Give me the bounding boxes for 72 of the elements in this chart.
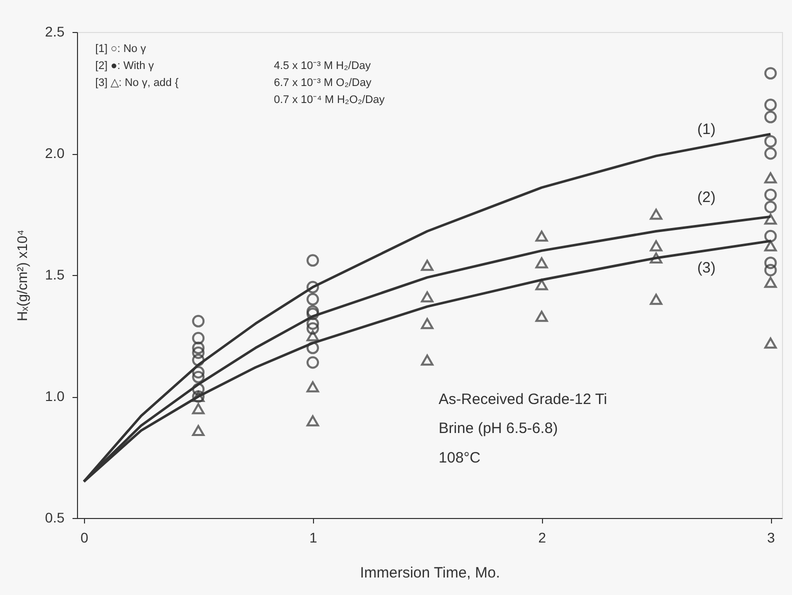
point [192,354,205,366]
annotation: Brine (pH 6.5-6.8) [438,420,558,438]
point [764,135,777,148]
annotation: 108°C [438,449,481,466]
point [764,147,777,160]
point [306,254,320,267]
point [306,317,320,330]
point [306,308,320,320]
point [764,214,777,225]
y-tick-label: 0.5 [45,510,65,526]
point [306,342,320,354]
point [192,366,205,378]
point [650,208,662,220]
point [306,415,320,426]
point [192,424,205,436]
x-tick-label: 2 [538,530,546,546]
point [420,291,434,302]
annotation: [2] ●: With γ [95,60,154,72]
x-axis-title: Immersion Time, Mo. [360,564,500,582]
point [306,293,320,306]
point [192,370,205,384]
point [764,264,777,276]
point [306,280,320,294]
annotation: 0.7 x 10⁻⁴ M H₂O₂/Day [274,94,386,106]
y-tick-label: 1.5 [45,266,65,282]
annotation: [1] ○: No γ [95,43,146,56]
point [764,230,777,242]
x-tick-label: 3 [767,530,776,546]
point [764,98,777,112]
annotation: (3) [697,260,716,277]
point [306,322,320,335]
y-tick-label: 2.5 [45,24,65,40]
x-tick-label: 1 [309,530,318,546]
point [764,240,777,252]
annotation: (1) [697,121,716,138]
point [650,252,662,264]
point [192,382,205,396]
point [764,338,777,349]
point [420,318,434,330]
x-tick-label: 0 [80,530,88,546]
point [535,310,548,322]
point [535,230,548,242]
point [192,403,205,414]
point [535,279,548,290]
point [764,172,777,184]
y-tick-label: 2.0 [45,145,65,161]
point [764,276,777,288]
y-tick-label: 1.0 [45,388,65,404]
point [650,240,662,252]
point [764,200,777,214]
point [192,332,205,344]
point [306,305,320,318]
annotation: 6.7 x 10⁻³ M O₂/Day [274,77,372,90]
point [764,256,777,270]
point [764,188,777,202]
point [764,67,777,80]
point [650,294,662,305]
annotation: 4.5 x 10⁻³ M H₂/Day [274,60,372,72]
annotation: As-Received Grade-12 Ti [438,390,608,408]
point [535,257,548,268]
point [306,330,320,342]
point [306,356,320,369]
y-axis-title: Hₓ(g/cm²) x10⁴ [14,230,30,322]
annotation: (2) [697,189,716,206]
point [306,381,320,392]
point [764,110,777,124]
point [192,314,205,328]
point [420,260,434,271]
point [192,346,205,359]
point [420,354,434,366]
point [192,342,205,354]
annotation: [3] △: No γ, add { [95,77,179,90]
